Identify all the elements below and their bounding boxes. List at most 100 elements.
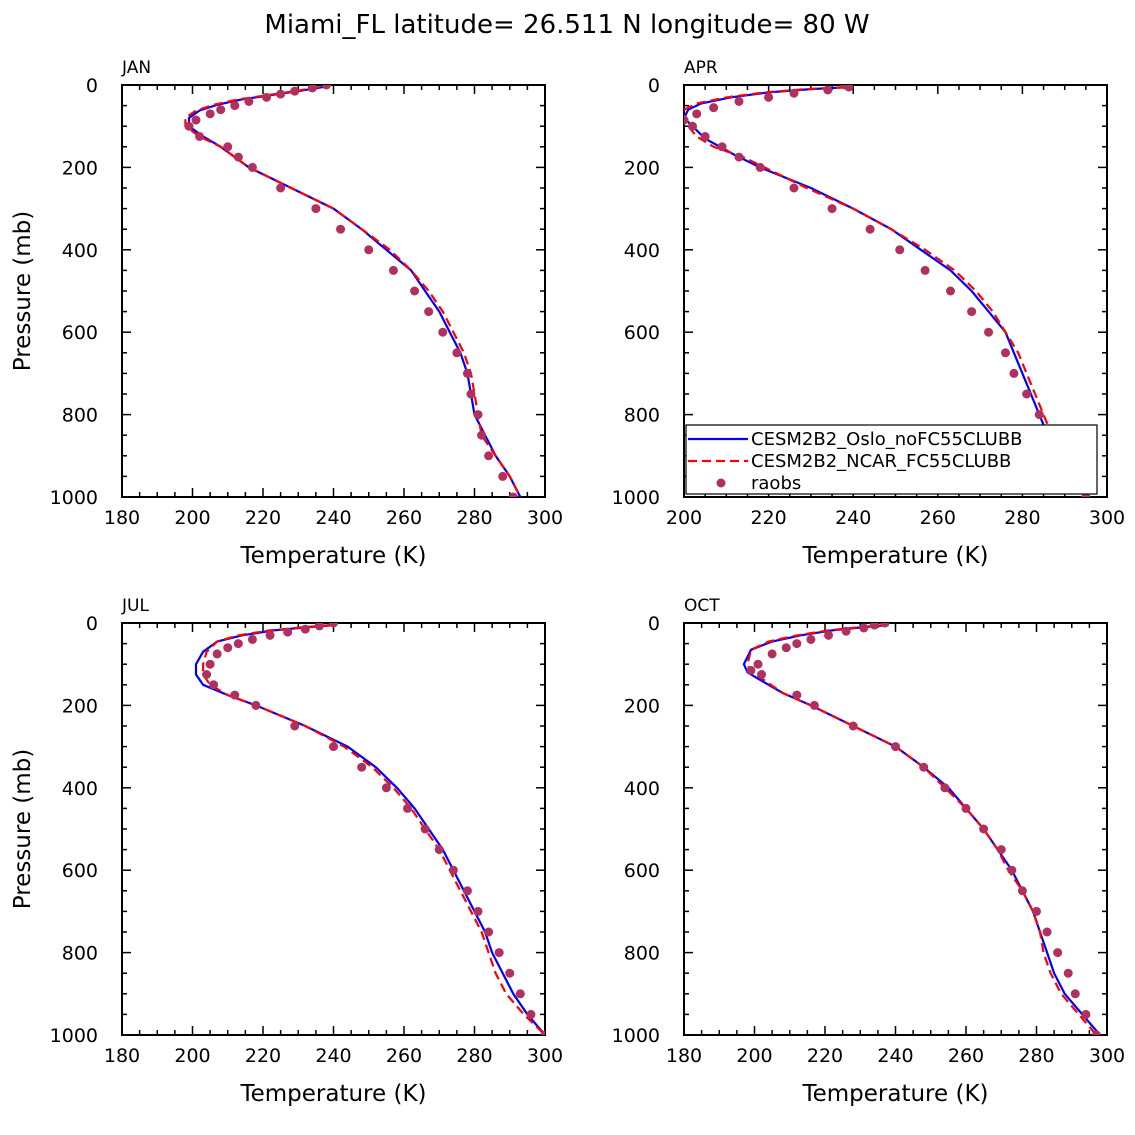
raobs-point bbox=[869, 623, 879, 630]
raobs-point bbox=[984, 327, 994, 337]
raobs-point bbox=[212, 649, 222, 659]
chart-panel-oct: OCT 180 200 220 240 260 280 300 0 200 400 600 800 100… bbox=[612, 596, 1125, 1107]
raobs-point bbox=[734, 96, 744, 106]
raobs-point bbox=[945, 286, 955, 296]
raobs-point bbox=[329, 742, 338, 752]
y-tick-label: 1000 bbox=[612, 487, 660, 509]
x-tick-label: 180 bbox=[104, 507, 140, 529]
y-tick-label: 0 bbox=[86, 613, 98, 635]
raobs-point bbox=[684, 115, 689, 125]
raobs-point bbox=[265, 630, 275, 640]
raobs-point bbox=[515, 989, 525, 999]
y-tick-label: 0 bbox=[648, 75, 660, 97]
plot-area bbox=[184, 85, 522, 497]
y-tick-label: 600 bbox=[624, 322, 660, 344]
series-line-ncar bbox=[684, 86, 1087, 497]
x-tick-label: 240 bbox=[315, 507, 351, 529]
y-axis-label: Pressure (mb) bbox=[10, 211, 36, 371]
raobs-point bbox=[262, 92, 272, 102]
raobs-point bbox=[865, 224, 875, 234]
x-tick-label: 200 bbox=[174, 507, 210, 529]
x-tick-label: 300 bbox=[1089, 1045, 1125, 1067]
y-tick-label: 0 bbox=[86, 75, 98, 97]
raobs-point bbox=[230, 101, 240, 111]
y-tick-label: 200 bbox=[62, 157, 98, 179]
raobs-point bbox=[709, 103, 719, 113]
raobs-point bbox=[1091, 1030, 1101, 1035]
raobs-point bbox=[223, 142, 233, 152]
raobs-point bbox=[247, 162, 257, 172]
x-tick-label: 260 bbox=[920, 507, 956, 529]
raobs-point bbox=[781, 643, 791, 653]
raobs-point bbox=[329, 623, 338, 628]
series-line-oslo bbox=[187, 86, 522, 497]
raobs-point bbox=[403, 803, 413, 813]
plot-area bbox=[684, 85, 1091, 497]
raobs-point bbox=[202, 670, 212, 679]
raobs-point bbox=[195, 132, 205, 141]
x-tick-label: 280 bbox=[1004, 507, 1040, 529]
y-tick-label: 200 bbox=[624, 157, 660, 179]
raobs-point bbox=[1063, 968, 1073, 978]
plot-area bbox=[194, 623, 545, 1035]
legend-label: CESM2B2_NCAR_FC55CLUBB bbox=[751, 451, 1011, 472]
raobs-point bbox=[276, 89, 286, 99]
raobs-point bbox=[1042, 927, 1052, 937]
x-tick-label: 280 bbox=[456, 507, 492, 529]
legend-marker bbox=[716, 478, 726, 488]
raobs-point bbox=[540, 1030, 545, 1035]
x-tick-label: 300 bbox=[1089, 507, 1125, 529]
raobs-point bbox=[290, 721, 300, 731]
raobs-point bbox=[209, 680, 219, 690]
legend-label: raobs bbox=[751, 473, 801, 494]
x-tick-label: 180 bbox=[104, 1045, 140, 1067]
raobs-point bbox=[940, 783, 950, 793]
y-tick-label: 0 bbox=[648, 613, 660, 635]
raobs-point bbox=[1032, 906, 1041, 916]
raobs-point bbox=[223, 643, 233, 653]
raobs-point bbox=[687, 121, 697, 131]
x-axis-label: Temperature (K) bbox=[239, 1081, 426, 1107]
raobs-point bbox=[205, 659, 215, 669]
raobs-point bbox=[717, 142, 727, 152]
raobs-point bbox=[824, 630, 834, 640]
raobs-point bbox=[462, 368, 472, 378]
x-tick-label: 200 bbox=[736, 1045, 772, 1067]
legend: CESM2B2_Oslo_noFC55CLUBBCESM2B2_NCAR_FC5… bbox=[685, 424, 1098, 495]
raobs-point bbox=[1009, 368, 1019, 378]
raobs-point bbox=[700, 132, 710, 141]
series-line-ncar bbox=[202, 624, 545, 1035]
x-tick-label: 300 bbox=[527, 1045, 563, 1067]
raobs-point bbox=[891, 742, 900, 752]
y-tick-label: 800 bbox=[624, 943, 660, 965]
raobs-point bbox=[789, 88, 799, 98]
raobs-point bbox=[767, 649, 777, 659]
x-tick-label: 220 bbox=[245, 1045, 281, 1067]
raobs-point bbox=[216, 105, 226, 115]
plot-frame bbox=[121, 622, 546, 1036]
y-tick-label: 400 bbox=[62, 240, 98, 262]
raobs-point bbox=[848, 721, 858, 731]
raobs-point bbox=[314, 623, 324, 631]
raobs-point bbox=[247, 634, 257, 644]
raobs-point bbox=[967, 307, 977, 317]
raobs-point bbox=[466, 389, 476, 399]
raobs-point bbox=[321, 85, 331, 90]
raobs-point bbox=[438, 327, 448, 337]
raobs-point bbox=[233, 639, 243, 649]
raobs-point bbox=[388, 265, 398, 275]
raobs-point bbox=[244, 96, 254, 106]
raobs-point bbox=[827, 204, 837, 214]
raobs-point bbox=[1022, 389, 1032, 399]
raobs-point bbox=[844, 85, 854, 92]
raobs-point bbox=[806, 634, 816, 644]
raobs-point bbox=[424, 307, 434, 317]
panel-label: OCT bbox=[684, 596, 720, 616]
y-tick-label: 600 bbox=[624, 860, 660, 882]
raobs-point bbox=[1081, 1009, 1091, 1019]
raobs-point bbox=[753, 659, 763, 669]
raobs-point bbox=[792, 690, 802, 700]
raobs-point bbox=[919, 762, 929, 772]
x-tick-label: 280 bbox=[456, 1045, 492, 1067]
series-line-oslo bbox=[194, 624, 545, 1035]
